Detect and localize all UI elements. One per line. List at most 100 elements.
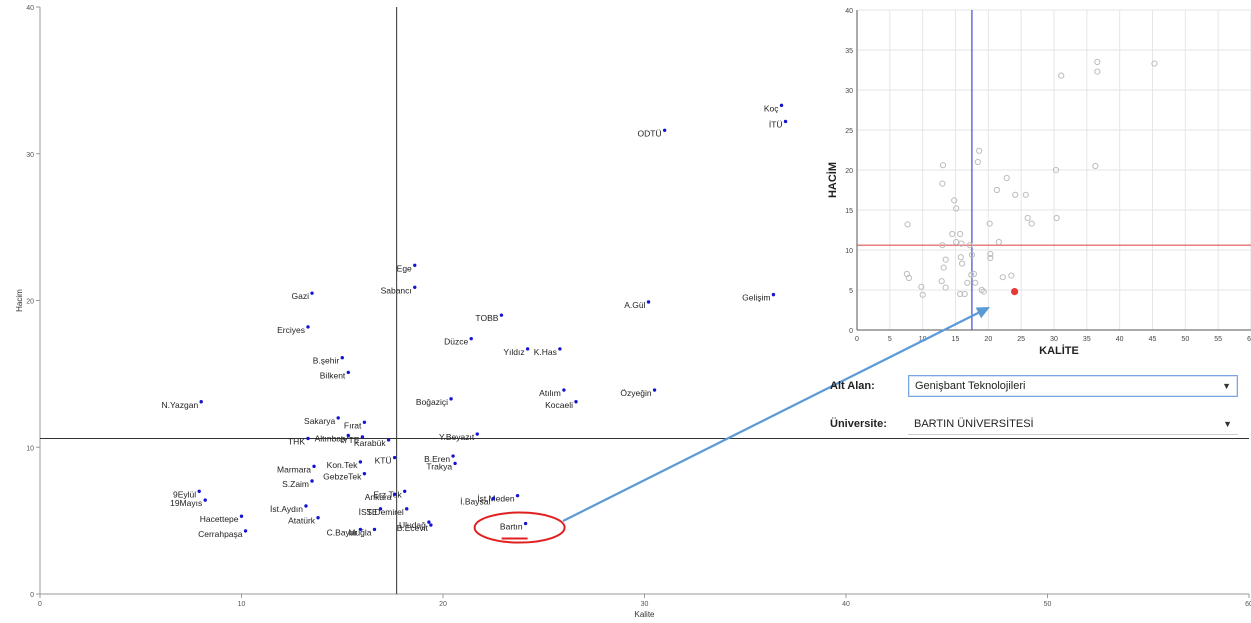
inset-data-point bbox=[942, 256, 949, 263]
point-label: Düzce bbox=[444, 337, 468, 347]
inset-data-point bbox=[966, 242, 974, 249]
point-label: Gazi bbox=[292, 291, 310, 301]
annotation-layer bbox=[473, 307, 990, 544]
inset-data-point bbox=[918, 283, 925, 290]
data-point bbox=[358, 460, 363, 464]
data-point bbox=[574, 400, 578, 404]
inset-data-point bbox=[958, 260, 966, 267]
point-label: B.Eren bbox=[424, 454, 450, 464]
point-label: GebzeTek bbox=[323, 472, 362, 482]
point-label: Kon.Tek bbox=[327, 460, 358, 470]
inset-y-tick-label: 25 bbox=[845, 128, 853, 135]
inset-data-point bbox=[904, 221, 911, 228]
data-point bbox=[499, 313, 504, 317]
inset-data-point bbox=[951, 197, 958, 204]
point-label: TOBB bbox=[475, 313, 498, 323]
inset-data-point bbox=[939, 162, 947, 169]
inset-data-point bbox=[986, 220, 993, 227]
point-label: Kocaeli bbox=[545, 400, 573, 410]
alt-alan-row: Alt Alan: Genişbant Teknolojileri ▼ bbox=[830, 372, 1240, 400]
point-label: İst.Meden bbox=[477, 494, 515, 504]
point-label: Marmara bbox=[277, 464, 311, 474]
data-point bbox=[475, 432, 479, 436]
data-point bbox=[310, 479, 314, 483]
inset-x-tick-label: 35 bbox=[1083, 336, 1091, 343]
point-label: B.Ecevit bbox=[397, 523, 429, 533]
data-point bbox=[312, 464, 316, 469]
inset-data-point bbox=[1052, 166, 1060, 174]
inset-data-point bbox=[964, 279, 971, 286]
data-point bbox=[525, 347, 530, 351]
data-point bbox=[453, 461, 457, 466]
x-tick-label: 30 bbox=[641, 601, 649, 608]
x-tick-label: 50 bbox=[1044, 601, 1052, 608]
inset-data-point bbox=[957, 254, 964, 261]
data-point bbox=[427, 520, 431, 524]
connector-arrow-line bbox=[562, 310, 983, 522]
point-label: S.Demirel bbox=[366, 507, 403, 517]
inset-data-point bbox=[938, 278, 945, 285]
point-label: K.Has bbox=[534, 347, 557, 357]
data-point bbox=[779, 103, 784, 108]
data-point bbox=[405, 507, 409, 511]
point-label: B.şehir bbox=[313, 356, 340, 366]
inset-data-point bbox=[961, 290, 968, 298]
data-point bbox=[413, 263, 417, 267]
data-point bbox=[197, 489, 201, 493]
inset-data-point bbox=[1094, 58, 1101, 66]
inset-data-point bbox=[956, 290, 964, 298]
data-point bbox=[392, 492, 397, 496]
point-label: N.Yazgan bbox=[161, 400, 198, 410]
data-point bbox=[386, 438, 391, 442]
point-label: Uludağ bbox=[399, 520, 426, 530]
main-scatter-chart: 0 10 20 30 40 50 60010203040KaliteHacimKoçİTÜO… bbox=[15, 5, 1251, 619]
inset-data-point bbox=[1094, 68, 1101, 75]
data-point bbox=[316, 515, 320, 520]
point-label: Cerrahpaşa bbox=[198, 529, 243, 539]
inset-data-point bbox=[939, 242, 946, 249]
universite-select[interactable]: BARTIN ÜNİVERSİTESİ ▼ bbox=[908, 413, 1238, 435]
inset-data-point bbox=[1092, 162, 1099, 170]
inset-data-point bbox=[949, 230, 956, 238]
inset-data-point bbox=[919, 291, 926, 298]
data-point bbox=[562, 388, 566, 392]
data-point bbox=[558, 347, 562, 351]
x-tick-label: 40 bbox=[842, 601, 850, 608]
point-label: THK bbox=[288, 436, 305, 446]
data-point bbox=[340, 356, 344, 360]
inset-data-point bbox=[974, 158, 981, 166]
data-point bbox=[652, 388, 657, 392]
inset-x-tick-label: 25 bbox=[1017, 336, 1025, 343]
inset-x-tick-label: 15 bbox=[952, 336, 960, 343]
data-point bbox=[378, 507, 383, 511]
point-label: Trakya bbox=[426, 461, 452, 471]
y-tick-label: 30 bbox=[26, 152, 34, 159]
inset-x-tick-label: 40 bbox=[1116, 336, 1124, 343]
data-point bbox=[362, 420, 367, 425]
point-label: ODTÜ bbox=[638, 128, 662, 138]
data-point bbox=[372, 527, 377, 532]
point-label: Ege bbox=[397, 263, 412, 273]
data-point bbox=[306, 436, 310, 441]
data-point bbox=[346, 370, 350, 375]
x-tick-label: 20 bbox=[439, 601, 447, 608]
inset-data-point bbox=[940, 264, 947, 271]
point-label: İst.Aydın bbox=[270, 504, 303, 514]
inset-data-point bbox=[987, 250, 994, 258]
y-tick-label: 20 bbox=[26, 299, 34, 306]
inset-data-point bbox=[1012, 191, 1019, 198]
inset-data-point bbox=[942, 284, 949, 291]
inset-x-tick-label: 45 bbox=[1149, 336, 1157, 343]
point-label: Gelişim bbox=[742, 293, 770, 303]
point-label: İYTE bbox=[340, 435, 359, 445]
inset-data-point bbox=[1151, 60, 1158, 67]
inset-data-point bbox=[956, 230, 964, 238]
inset-data-point bbox=[995, 238, 1002, 246]
data-point bbox=[306, 325, 310, 329]
data-point bbox=[310, 291, 314, 295]
point-label: KTÜ bbox=[375, 456, 392, 466]
point-label: Y.Beyazıt bbox=[439, 432, 475, 442]
inset-y-tick-label: 15 bbox=[845, 208, 853, 215]
y-axis-title: Hacim bbox=[15, 289, 24, 312]
alt-alan-select[interactable]: Genişbant Teknolojileri ▼ bbox=[908, 375, 1238, 397]
